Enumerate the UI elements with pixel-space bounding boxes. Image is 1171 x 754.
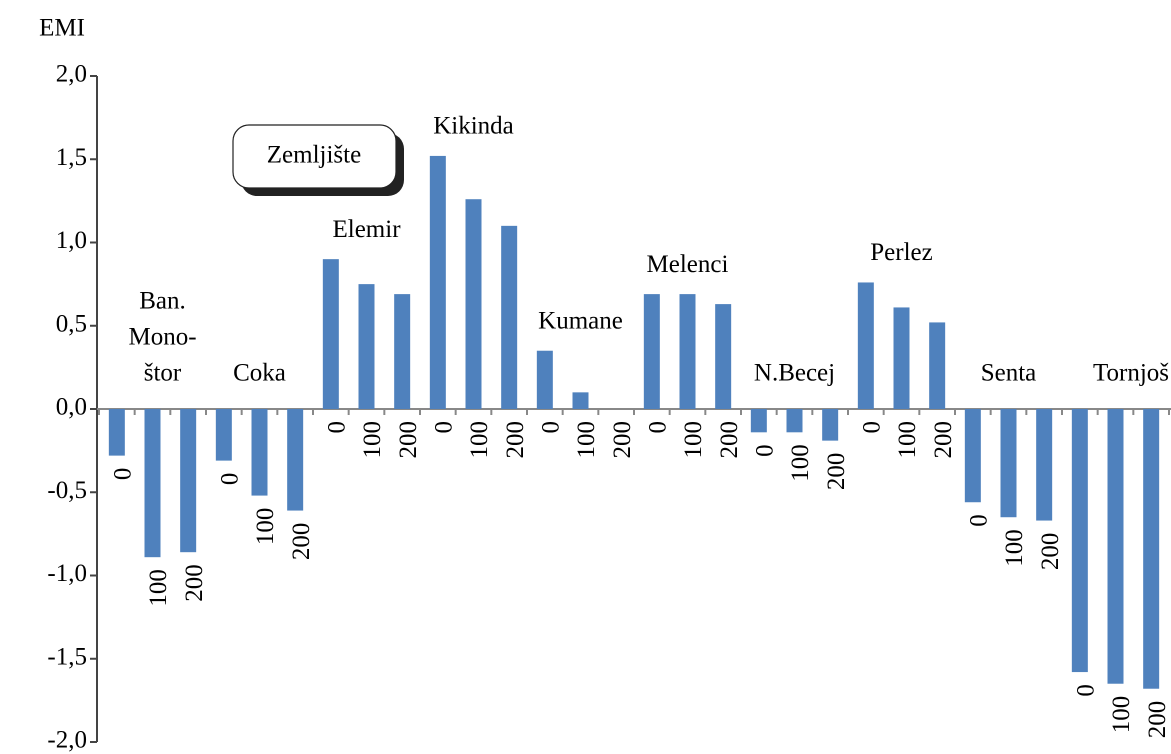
bar	[679, 294, 696, 409]
x-tick-label: 200	[716, 421, 743, 459]
group-label: Kikinda	[433, 113, 514, 140]
group-label: Senta	[981, 360, 1037, 387]
x-tick-label: 100	[1001, 529, 1028, 567]
bar	[465, 199, 482, 409]
bar	[536, 350, 553, 409]
y-tick-label: -1,0	[47, 560, 87, 587]
bar	[786, 409, 803, 433]
bar	[572, 392, 589, 409]
bar	[715, 304, 732, 409]
group-label: Elemir	[332, 216, 401, 243]
y-tick-label: 0,0	[56, 394, 87, 421]
group-label: Melenci	[647, 251, 729, 278]
x-tick-label: 100	[145, 569, 172, 607]
bar	[1071, 409, 1088, 673]
x-tick-label: 0	[110, 468, 137, 481]
group-label: štor	[144, 360, 182, 387]
bar	[857, 282, 874, 409]
x-tick-label: 0	[1073, 684, 1100, 697]
bar	[180, 409, 197, 553]
bar	[964, 409, 981, 503]
group-label: N.Becej	[754, 360, 835, 387]
y-tick-label: 2,0	[56, 61, 87, 88]
bar	[251, 409, 268, 496]
y-tick-label: -2,0	[47, 727, 87, 754]
bar	[1107, 409, 1124, 684]
bar	[108, 409, 125, 456]
bar	[893, 307, 910, 409]
x-tick-label: 200	[1144, 701, 1171, 739]
x-tick-label: 100	[573, 421, 600, 459]
group-label: Kumane	[538, 307, 623, 334]
group-label: Tornjoš	[1093, 360, 1169, 387]
x-tick-label: 0	[324, 421, 351, 434]
x-tick-label: 0	[538, 421, 565, 434]
y-tick-label: 1,0	[56, 227, 87, 254]
bar	[750, 409, 767, 433]
bar	[394, 294, 411, 409]
group-label: Perlez	[870, 239, 932, 266]
x-tick-label: 100	[680, 421, 707, 459]
group-label: Ban.	[139, 288, 186, 315]
y-tick-label: -1,5	[47, 643, 87, 670]
x-tick-label: 0	[859, 421, 886, 434]
x-tick-label: 100	[894, 421, 921, 459]
x-tick-label: 100	[1108, 696, 1135, 734]
annotation-box	[232, 124, 397, 189]
annotation: Zemljište	[267, 142, 361, 169]
x-tick-label: 200	[1037, 533, 1064, 571]
x-tick-label: 100	[787, 444, 814, 482]
group-label: Coka	[233, 360, 286, 387]
x-tick-label: 200	[395, 421, 422, 459]
y-tick-label: 1,5	[56, 144, 87, 171]
x-tick-label: 100	[252, 508, 279, 545]
bar	[1000, 409, 1017, 518]
bar	[429, 155, 446, 409]
bar	[287, 409, 304, 511]
y-axis-label: EMI	[39, 15, 85, 42]
group-label: Mono-	[128, 324, 196, 351]
x-tick-label: 200	[181, 564, 208, 602]
bar	[215, 409, 232, 461]
bar	[1036, 409, 1053, 521]
bar	[929, 322, 946, 409]
bar	[1143, 409, 1160, 689]
x-tick-label: 100	[359, 421, 386, 459]
bar	[643, 294, 660, 409]
x-tick-label: 0	[431, 421, 458, 434]
x-tick-label: 0	[966, 514, 993, 527]
x-tick-label: 0	[752, 444, 779, 457]
x-tick-label: 100	[466, 421, 493, 459]
bar	[822, 409, 839, 441]
bar	[501, 225, 518, 409]
x-tick-label: 200	[288, 523, 315, 561]
bar	[358, 284, 375, 409]
y-tick-label: 0,5	[56, 310, 87, 337]
x-tick-label: 200	[823, 453, 850, 491]
bar	[144, 409, 161, 558]
x-tick-label: 200	[502, 421, 529, 459]
y-tick-label: -0,5	[47, 477, 87, 504]
bar	[322, 259, 339, 409]
x-tick-label: 0	[217, 473, 244, 486]
x-tick-label: 0	[645, 421, 672, 434]
x-tick-label: 200	[930, 421, 957, 459]
x-tick-label: 200	[609, 421, 636, 459]
